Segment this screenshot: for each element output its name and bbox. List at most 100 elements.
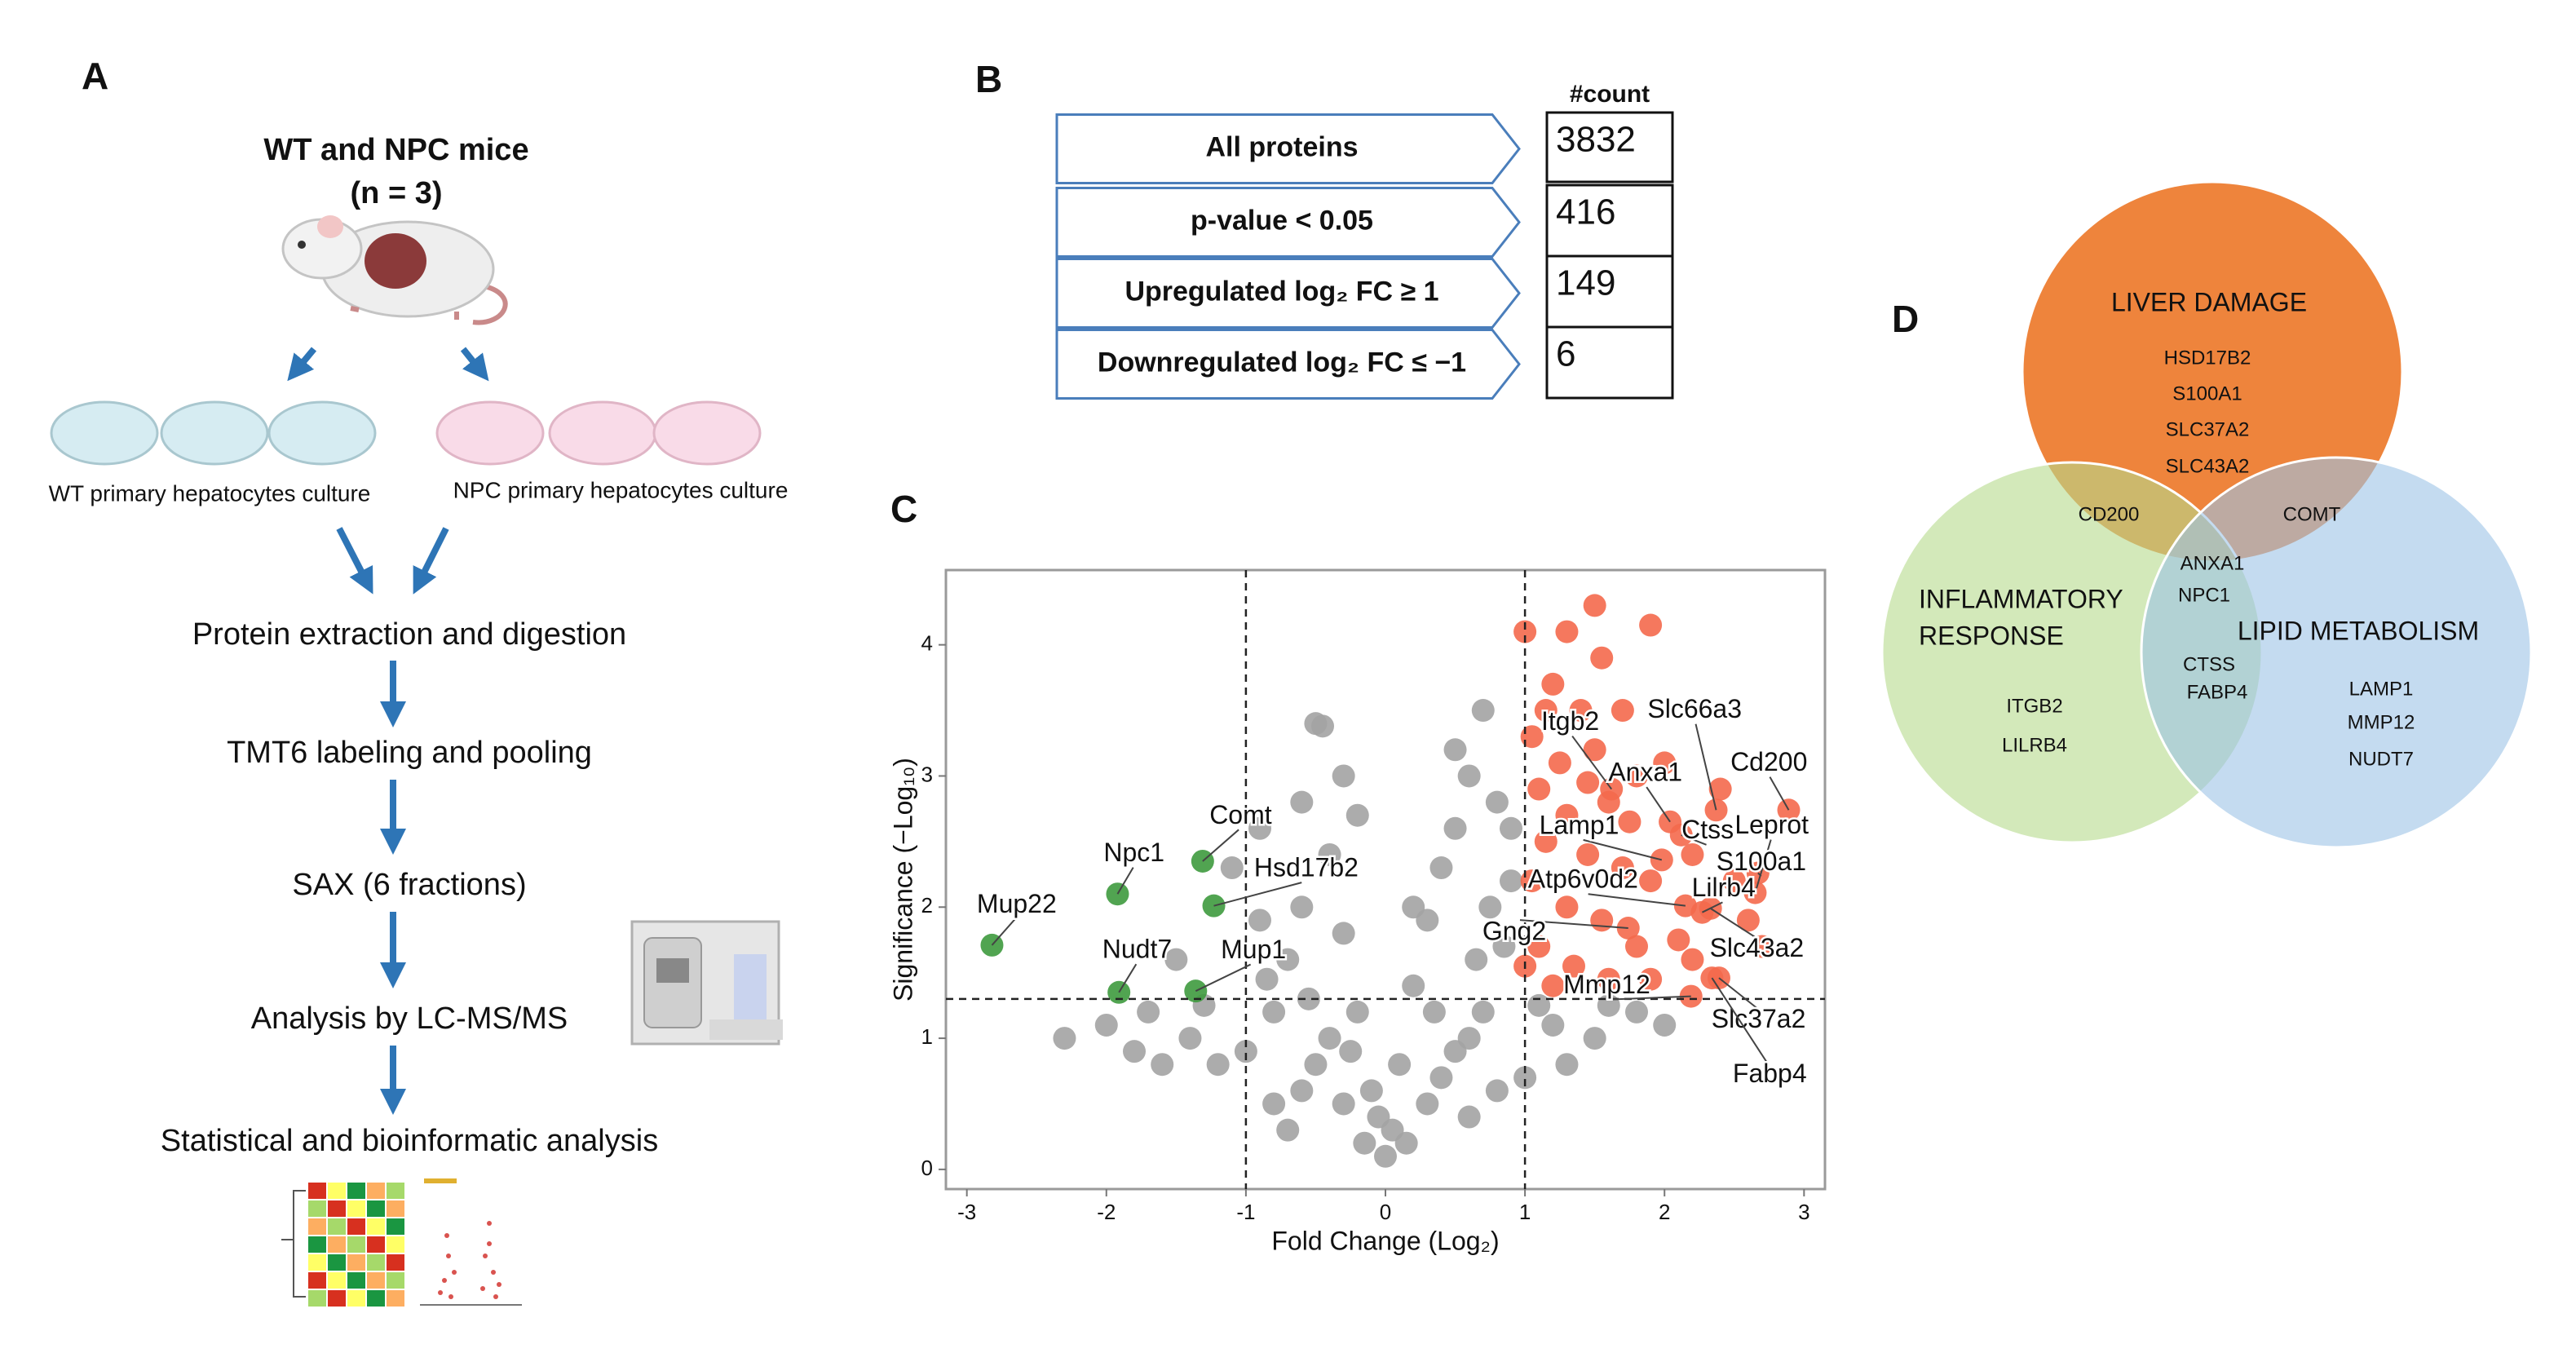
data-point xyxy=(1555,1053,1579,1077)
label-leader xyxy=(1519,919,1628,929)
label-leader xyxy=(1588,893,1686,907)
data-point xyxy=(1304,1053,1328,1077)
data-point xyxy=(1311,714,1334,738)
data-point xyxy=(1513,620,1537,643)
gene: NUDT7 xyxy=(2348,748,2414,770)
heatmap-cell xyxy=(347,1218,365,1235)
dendrogram xyxy=(281,1190,306,1298)
set-label: LIPID METABOLISM xyxy=(2238,616,2479,645)
data-point xyxy=(1500,816,1522,840)
data-point xyxy=(1681,842,1704,866)
gene: SLC43A2 xyxy=(2166,455,2250,477)
point-label: Cd200 xyxy=(1730,747,1807,776)
x-tick-label: 3 xyxy=(1798,1200,1809,1224)
count-cell xyxy=(1545,325,1674,400)
heatmap-cell xyxy=(387,1272,404,1289)
data-point xyxy=(1422,1000,1446,1024)
data-point xyxy=(1332,764,1355,788)
data-point xyxy=(1151,1053,1174,1077)
arrow xyxy=(413,527,449,595)
filter-label: Downregulated log₂ FC ≤ −1 xyxy=(1098,347,1466,378)
data-point xyxy=(1276,1118,1300,1142)
y-tick-label: 3 xyxy=(921,762,933,786)
heatmap-cell xyxy=(387,1200,404,1217)
point-label: Lilrb4 xyxy=(1692,873,1756,902)
heatmap-cell xyxy=(367,1236,385,1253)
workflow-step: Protein extraction and digestion xyxy=(192,617,626,652)
gene: SLC37A2 xyxy=(2166,418,2250,440)
gene: CD200 xyxy=(2079,503,2140,525)
mouse-illustration xyxy=(281,215,508,325)
gene: CTSS xyxy=(2183,653,2235,675)
data-point xyxy=(1597,967,1620,991)
x-tick-label: 0 xyxy=(1380,1200,1391,1224)
heatmap-cell xyxy=(328,1236,346,1253)
y-tick-label: 0 xyxy=(921,1156,933,1180)
heatmap-cell xyxy=(328,1290,346,1307)
heatmap-cell xyxy=(308,1236,326,1253)
point-label: Slc43a2 xyxy=(1710,933,1805,962)
data-point xyxy=(1262,1000,1286,1024)
label-leader xyxy=(1646,786,1671,823)
data-point xyxy=(1416,1092,1439,1116)
heatmap-cell xyxy=(328,1200,346,1217)
label-leader xyxy=(1213,882,1302,907)
data-point xyxy=(1562,954,1585,978)
data-point xyxy=(1318,1027,1341,1050)
data-point xyxy=(1590,909,1614,932)
data-point xyxy=(1541,672,1565,696)
label-leader xyxy=(1571,735,1613,790)
filter-label: Upregulated log₂ FC ≥ 1 xyxy=(1125,276,1438,307)
data-point xyxy=(1443,738,1467,762)
label-leader xyxy=(1202,829,1239,862)
data-point xyxy=(1590,646,1614,670)
data-point xyxy=(1220,856,1244,880)
heatmap-cell xyxy=(308,1218,326,1235)
data-point xyxy=(1402,974,1425,997)
heatmap-cell xyxy=(328,1218,346,1235)
data-point xyxy=(1548,751,1571,775)
data-point xyxy=(1625,935,1648,958)
point-label: Fabp4 xyxy=(1733,1059,1807,1088)
label-leader xyxy=(1769,776,1790,811)
data-point xyxy=(1164,948,1188,971)
panel-label: D xyxy=(1892,298,1919,340)
heatmap-cell xyxy=(308,1290,326,1307)
data-point xyxy=(1611,856,1634,880)
data-point xyxy=(1353,1131,1376,1155)
set-label: INFLAMMATORY xyxy=(1919,584,2123,613)
gene: FABP4 xyxy=(2187,681,2248,703)
set-label: RESPONSE xyxy=(1919,621,2064,650)
point-label: Anxa1 xyxy=(1608,757,1682,786)
workflow-step: Analysis by LC-MS/MS xyxy=(251,1001,568,1036)
heatmap-illustration xyxy=(281,1183,404,1307)
gene: NPC1 xyxy=(2178,584,2230,606)
label-leader xyxy=(1195,963,1252,993)
instrument-illustration xyxy=(630,920,783,1046)
gene: LAMP1 xyxy=(2349,678,2414,700)
data-point xyxy=(1555,895,1579,919)
data-point xyxy=(1520,725,1544,749)
data-point xyxy=(1500,869,1522,893)
data-point xyxy=(1345,1000,1369,1024)
data-point xyxy=(1639,869,1663,893)
gene: LILRB4 xyxy=(2002,734,2067,756)
data-point xyxy=(1625,1000,1648,1024)
label-leader xyxy=(1695,723,1717,811)
x-tick-label: 2 xyxy=(1659,1200,1670,1224)
data-point xyxy=(1318,842,1341,866)
count-value: 3832 xyxy=(1556,120,1636,160)
data-point xyxy=(1332,922,1355,945)
heatmap-cell xyxy=(347,1290,365,1307)
y-tick-label: 2 xyxy=(921,893,933,917)
panel-label: C xyxy=(890,488,917,530)
label-leader xyxy=(1754,839,1772,893)
heatmap-cell xyxy=(367,1290,385,1307)
heatmap-cell xyxy=(328,1254,346,1271)
data-point xyxy=(1681,948,1704,971)
point-label: Mup1 xyxy=(1221,935,1286,964)
heatmap-cell xyxy=(308,1200,326,1217)
data-point xyxy=(1534,699,1558,723)
label-leader xyxy=(1710,908,1756,938)
label-leader xyxy=(1718,977,1757,1009)
